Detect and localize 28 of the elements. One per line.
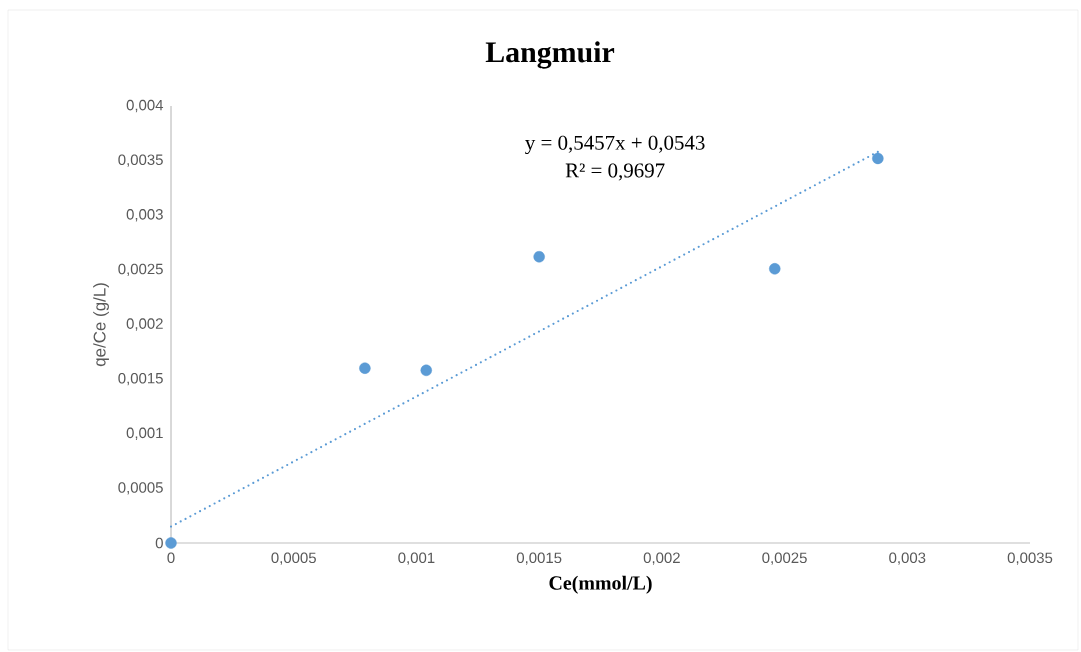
x-tick-label: 0	[167, 552, 175, 564]
point	[872, 152, 884, 165]
point	[420, 364, 432, 377]
y-tick-label: 0	[155, 537, 163, 549]
point	[533, 251, 545, 263]
y-tick-label: 0,0025	[118, 263, 163, 277]
x-tick-label: 0,0035	[1007, 552, 1053, 565]
x-tick-label: 0,003	[889, 552, 926, 565]
chart-title: Langmuir	[485, 41, 615, 69]
x-tick-label: 0,0015	[516, 552, 562, 565]
annotation: R² = 0,9697	[565, 163, 665, 181]
point	[359, 362, 371, 374]
y-tick-label: 0,002	[126, 318, 163, 331]
point	[769, 263, 781, 275]
y-tick-label: 0,001	[126, 427, 163, 440]
y-tick-label: 0,0005	[118, 482, 163, 495]
point	[165, 537, 177, 549]
x-tick-label: 0,001	[398, 552, 435, 565]
y-tick-label: 0,004	[126, 99, 164, 113]
x-axis-title: Ce(mmol/L)	[549, 575, 652, 594]
annotation: y = 0,5457x + 0,0543	[525, 135, 705, 155]
y-tick-label: 0,0035	[118, 154, 163, 167]
x-tick-label: 0,0005	[271, 552, 316, 565]
x-tick-label: 0,0025	[762, 552, 807, 565]
y-tick-label: 0,003	[126, 209, 163, 222]
y-axis-title: qe/Ce (g/L)	[93, 283, 109, 367]
y-tick-label: 0,0015	[118, 372, 163, 386]
x-tick-label: 0,002	[643, 552, 680, 565]
